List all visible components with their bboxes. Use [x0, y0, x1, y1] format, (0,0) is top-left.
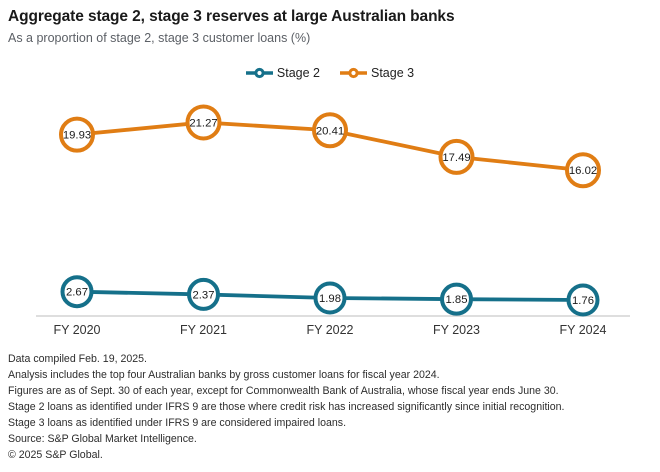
data-point-label: 2.37 — [193, 289, 215, 301]
data-point-label: 19.93 — [63, 130, 91, 142]
data-point-label: 16.02 — [569, 165, 597, 177]
data-point-label: 1.76 — [572, 295, 594, 307]
data-point-marker — [187, 277, 220, 311]
chart-subtitle: As a proportion of stage 2, stage 3 cust… — [8, 31, 311, 45]
line-chart-plot-area: 2.67 2.37 1.98 1.85 1.76 19.93 21.27 20.41 17.49… — [36, 104, 630, 337]
x-axis-label: FY 2022 — [306, 323, 353, 337]
data-point-label: 1.98 — [319, 293, 341, 305]
footnote-figures: Figures are as of Sept. 30 of each year,… — [8, 385, 559, 397]
footnotes-block: Data compiled Feb. 19, 2025. Analysis in… — [8, 351, 564, 463]
data-point-label: 20.41 — [316, 125, 344, 137]
data-point-marker — [438, 138, 475, 175]
data-point-marker — [185, 104, 222, 141]
footnote-data-compiled: Data compiled Feb. 19, 2025. — [8, 353, 147, 365]
x-axis-label: FY 2023 — [433, 323, 480, 337]
data-point-label: 21.27 — [189, 117, 217, 129]
data-point-marker — [440, 282, 473, 316]
data-point-marker — [59, 116, 95, 153]
data-point-label: 2.67 — [66, 287, 88, 299]
legend-item-stage2: Stage 2 — [245, 66, 320, 80]
stage2-line-marker-icon — [245, 67, 273, 79]
footnote-stage3-definition: Stage 3 loans as identified under IFRS 9… — [8, 417, 347, 429]
footnote-stage2-definition: Stage 2 loans as identified under IFRS 9… — [8, 401, 565, 413]
data-point-marker — [565, 152, 601, 189]
legend-label-stage3: Stage 3 — [371, 66, 415, 80]
stage3-line-marker-icon — [340, 67, 367, 79]
data-point-marker — [313, 281, 347, 315]
footnote-source: Source: S&P Global Market Intelligence. — [8, 433, 197, 445]
data-point-marker — [312, 112, 348, 149]
data-point-marker — [566, 283, 600, 317]
data-point-marker — [60, 275, 94, 309]
x-axis-label: FY 2021 — [180, 323, 227, 337]
data-point-label: 1.85 — [446, 294, 468, 306]
page-title: Aggregate stage 2, stage 3 reserves at l… — [8, 8, 455, 25]
x-axis-label: FY 2020 — [53, 323, 100, 337]
x-axis-label: FY 2024 — [559, 323, 606, 337]
legend-label-stage2: Stage 2 — [276, 66, 320, 80]
footnote-analysis: Analysis includes the top four Australia… — [8, 369, 440, 381]
legend-item-stage3: Stage 3 — [340, 66, 414, 80]
footnote-copyright: © 2025 S&P Global. — [8, 449, 103, 461]
chart-legend: Stage 2 Stage 3 — [0, 66, 660, 80]
data-point-label: 17.49 — [442, 152, 470, 164]
